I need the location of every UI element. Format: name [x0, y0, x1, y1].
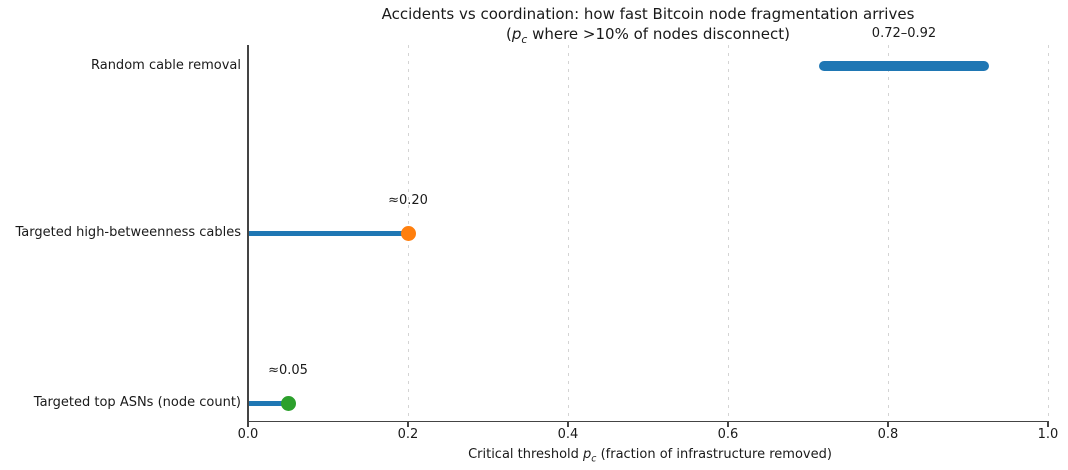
x-tick-label: 0.0: [237, 427, 259, 442]
y-axis-line: [247, 45, 249, 422]
range-bar: [819, 61, 989, 71]
x-tick-label: 1.0: [1037, 427, 1059, 442]
chart-subtitle: (pc where >10% of nodes disconnect): [506, 25, 790, 49]
x-tick-label: 0.2: [397, 427, 419, 442]
lollipop-stem: [248, 400, 288, 406]
xlabel-math-subscript: c: [591, 453, 597, 465]
x-tick-label: 0.8: [877, 427, 899, 442]
x-tick-label: 0.6: [717, 427, 739, 442]
x-tick-mark: [727, 421, 729, 427]
x-tick-mark: [1047, 421, 1049, 427]
x-tick-mark: [247, 421, 249, 427]
lollipop-dot: [280, 395, 296, 411]
xlabel-math-var: p: [583, 447, 592, 462]
subtitle-math-var: p: [511, 25, 522, 43]
gridline: [727, 45, 729, 421]
x-axis-line: [247, 420, 1050, 422]
subtitle-text-pre: (: [505, 25, 512, 43]
gridline: [567, 45, 569, 421]
chart-title: Accidents vs coordination: how fast Bitc…: [381, 5, 915, 23]
category-label: Targeted top ASNs (node count): [33, 395, 241, 410]
x-tick-mark: [887, 421, 889, 427]
lollipop-stem: [248, 230, 408, 236]
value-annotation: ≈0.20: [388, 193, 428, 208]
xlabel-text-prefix: Critical threshold: [468, 447, 584, 462]
gridline: [1047, 45, 1049, 421]
category-label: Random cable removal: [90, 58, 241, 73]
category-label: Targeted high-betweenness cables: [15, 225, 241, 240]
value-annotation: 0.72–0.92: [871, 26, 937, 41]
value-annotation: ≈0.05: [268, 363, 308, 378]
x-tick-label: 0.4: [557, 427, 579, 442]
lollipop-dot: [400, 225, 416, 241]
x-tick-mark: [407, 421, 409, 427]
xlabel-text-suffix: (fraction of infrastructure removed): [596, 447, 832, 462]
subtitle-math-subscript: c: [521, 33, 528, 46]
x-axis-label: Critical threshold pc (fraction of infra…: [468, 447, 832, 468]
gridline: [887, 45, 889, 421]
x-tick-mark: [567, 421, 569, 427]
subtitle-text-rest: where >10% of nodes disconnect): [527, 25, 791, 43]
